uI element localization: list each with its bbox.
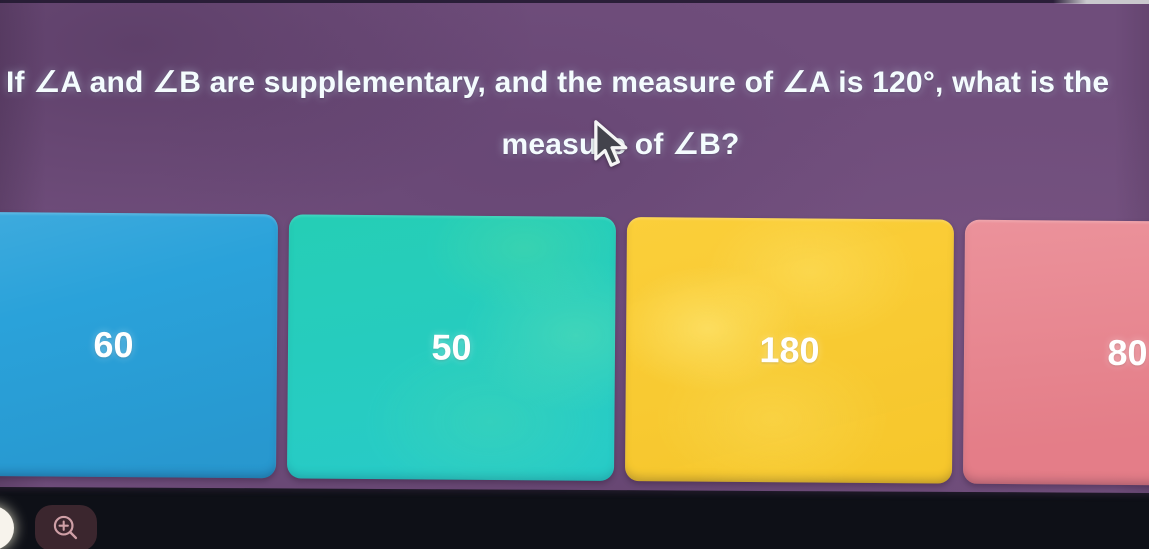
answer-card[interactable]: 60 xyxy=(0,211,279,479)
card-texture xyxy=(0,211,279,479)
bottom-bar xyxy=(0,486,1149,549)
floating-button-partial[interactable] xyxy=(0,506,14,549)
question-text-line1: If ∠A and ∠B are supplementary, and the … xyxy=(6,66,1110,99)
answer-card[interactable]: 180 xyxy=(624,217,955,484)
answer-label: 60 xyxy=(93,323,134,366)
answer-label: 80 xyxy=(1107,331,1148,374)
magnifier-plus-icon xyxy=(53,515,78,540)
answer-card[interactable]: 80 xyxy=(962,219,1149,487)
answer-label: 50 xyxy=(431,326,472,368)
screen-top-edge xyxy=(0,0,1149,3)
screen-top-edge-highlight xyxy=(1053,0,1149,4)
question-text-line2: measure of ∠B? xyxy=(501,128,740,161)
answer-label: 180 xyxy=(759,329,820,371)
answer-card[interactable]: 50 xyxy=(286,214,617,481)
answer-options-row: 60 50 180 80 xyxy=(0,211,1149,487)
zoom-button[interactable] xyxy=(35,505,97,549)
